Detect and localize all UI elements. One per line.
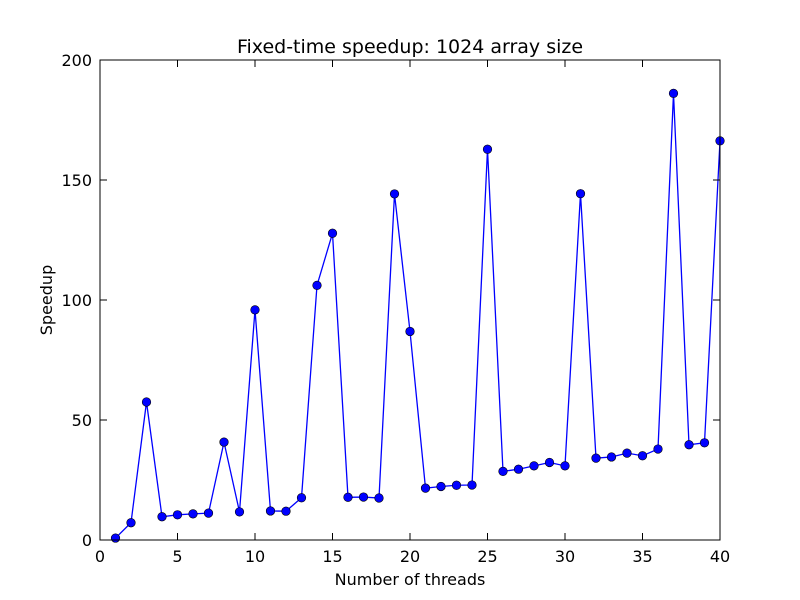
data-point — [358, 492, 369, 502]
series-line — [115, 93, 721, 539]
x-tick-label: 10 — [245, 547, 265, 566]
data-point — [141, 397, 152, 407]
data-point — [482, 144, 493, 154]
x-tick-label: 40 — [710, 547, 730, 566]
data-point — [312, 280, 322, 290]
data-point — [250, 305, 260, 315]
data-point — [436, 481, 446, 492]
data-point — [420, 483, 431, 493]
x-tick-label: 5 — [172, 547, 182, 566]
y-tick-label: 0 — [82, 531, 92, 550]
data-point — [126, 518, 136, 528]
x-tick-label: 25 — [477, 547, 497, 566]
data-point — [467, 480, 477, 490]
data-point — [529, 461, 539, 471]
y-tick-label: 100 — [61, 291, 92, 310]
data-point — [622, 448, 632, 458]
data-point — [281, 506, 291, 516]
data-point — [668, 88, 679, 98]
data-point — [265, 506, 276, 516]
x-tick-label: 20 — [400, 547, 420, 566]
x-tick-label: 0 — [95, 547, 105, 566]
data-point — [699, 438, 710, 448]
data-point — [188, 509, 198, 519]
data-point — [327, 228, 338, 238]
data-point — [606, 452, 617, 462]
data-point — [234, 507, 245, 517]
data-point — [343, 492, 353, 502]
data-point — [591, 453, 601, 463]
x-tick-label: 30 — [555, 547, 575, 566]
series-layer — [110, 88, 725, 543]
data-point — [389, 189, 400, 199]
data-point — [575, 189, 586, 199]
data-point — [653, 444, 663, 454]
y-tick-label: 50 — [72, 411, 92, 430]
data-point — [513, 464, 524, 474]
data-point — [560, 461, 570, 471]
x-axis-title: Number of threads — [335, 570, 486, 589]
data-point — [405, 326, 415, 337]
data-point — [684, 440, 694, 450]
y-axis-title: Speedup — [37, 265, 56, 335]
tick-layer: 0 5 10 15 20 25 30 35 40 0 50 100 150 200 — [61, 51, 730, 566]
data-point — [172, 510, 183, 520]
chart-title: Fixed-time speedup: 1024 array size — [237, 36, 583, 58]
data-point — [110, 533, 121, 543]
data-point — [544, 457, 555, 468]
y-tick-label: 200 — [61, 51, 92, 70]
data-point — [637, 451, 648, 461]
data-point — [296, 493, 307, 503]
y-tick-label: 150 — [61, 171, 92, 190]
data-point — [219, 437, 229, 447]
data-point — [157, 512, 167, 522]
data-point — [498, 466, 508, 476]
plot-frame — [99, 59, 721, 541]
x-tick-label: 15 — [322, 547, 342, 566]
data-point — [451, 480, 462, 490]
data-point — [374, 493, 384, 503]
data-point — [203, 508, 214, 518]
x-tick-label: 35 — [632, 547, 652, 566]
